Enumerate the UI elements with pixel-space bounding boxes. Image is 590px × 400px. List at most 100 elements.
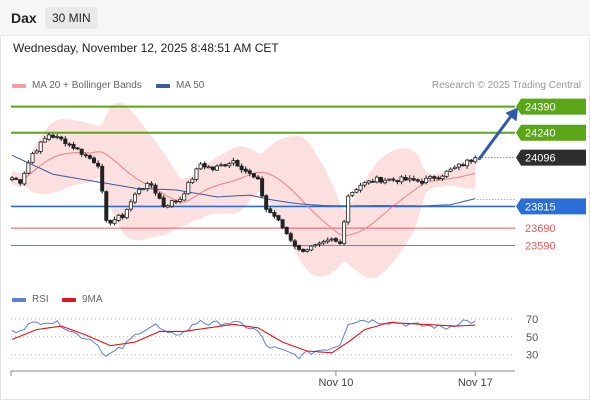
price-tag-background: [516, 198, 586, 215]
candle-body: [469, 159, 474, 162]
candle: [473, 155, 478, 164]
x-axis-label: Nov 10: [318, 377, 353, 389]
candle-body: [448, 168, 453, 172]
candle-body: [329, 238, 334, 241]
candle-body: [452, 166, 457, 169]
candle-body: [42, 138, 47, 143]
candle: [395, 179, 400, 185]
price-tag-23590: 23590: [525, 240, 556, 252]
candle: [243, 166, 248, 174]
header-bar: Dax 30 MIN: [0, 0, 590, 36]
price-tag-label: 24390: [525, 102, 556, 114]
candle: [399, 175, 404, 185]
candle: [358, 182, 363, 193]
candle: [79, 148, 84, 157]
candle-body: [182, 193, 187, 201]
candle-body: [366, 180, 371, 184]
candle-body: [116, 214, 121, 221]
ma50-line: [11, 154, 476, 207]
candle-body: [190, 178, 195, 184]
candle: [440, 174, 445, 181]
candle-body: [370, 180, 375, 183]
candle-body: [14, 178, 19, 180]
candle: [432, 175, 437, 181]
candle: [370, 178, 375, 183]
candle-body: [100, 165, 105, 192]
candle-body: [231, 160, 236, 164]
candle-body: [55, 136, 60, 138]
candle: [92, 156, 97, 164]
candle: [272, 210, 277, 219]
candle-body: [92, 157, 97, 164]
candle: [223, 163, 228, 168]
candle-body: [75, 147, 80, 150]
candle-body: [120, 214, 125, 218]
candle-body: [34, 150, 39, 154]
candle-body: [194, 168, 199, 180]
candle: [391, 177, 396, 182]
candle: [157, 191, 162, 200]
candle-body: [374, 176, 379, 183]
candle: [251, 172, 256, 179]
candle: [231, 157, 236, 166]
candle: [124, 208, 129, 220]
candle-body: [251, 173, 256, 178]
candle: [424, 175, 429, 185]
candle: [132, 192, 137, 205]
candle-body: [415, 179, 420, 182]
candle-body: [206, 166, 211, 169]
rsi-swatch: [12, 297, 26, 302]
candle-body: [301, 248, 306, 252]
candle-body: [83, 154, 88, 157]
candle: [9, 176, 14, 182]
candle: [161, 194, 166, 208]
candle: [87, 154, 92, 160]
candle-body: [337, 241, 342, 244]
candle-body: [30, 153, 35, 163]
candle-body: [260, 178, 265, 197]
candle-body: [153, 184, 158, 194]
candle: [415, 178, 420, 183]
candle: [141, 187, 146, 191]
rsi-ma-swatch: [62, 297, 76, 302]
rsi-ma-line: [11, 321, 476, 354]
candle-body: [309, 245, 314, 251]
candle-body: [149, 183, 154, 186]
candle: [186, 180, 191, 195]
candle-body: [264, 195, 269, 210]
rsi-label: RSI: [32, 294, 49, 305]
price-tag-23815: 23815: [516, 198, 586, 215]
candles: [9, 132, 478, 253]
candle-body: [296, 245, 301, 250]
candle-body: [38, 141, 43, 152]
candle: [288, 231, 293, 243]
candle-body: [46, 134, 51, 140]
price-tag-background: [516, 149, 586, 166]
candle: [63, 136, 68, 147]
price-tag-24240: 24240: [516, 124, 586, 141]
candle: [284, 226, 289, 235]
candle-body: [26, 162, 31, 174]
interval-selector[interactable]: 30 MIN: [45, 7, 98, 29]
price-tag-23690: 23690: [525, 223, 556, 235]
candle: [292, 238, 297, 250]
candle: [26, 160, 31, 175]
candle: [366, 179, 371, 185]
candle-body: [79, 148, 84, 155]
candle-body: [292, 240, 297, 247]
candle-body: [395, 180, 400, 183]
candle: [178, 196, 183, 204]
candle-body: [305, 249, 310, 252]
candle: [38, 140, 43, 154]
candle: [374, 175, 379, 184]
candle: [342, 219, 347, 246]
candle-body: [419, 180, 424, 184]
candle: [350, 191, 355, 198]
price-tag-label: 23815: [525, 201, 556, 213]
candle-body: [198, 163, 203, 170]
candle: [206, 164, 211, 169]
x-axis-label: Nov 17: [458, 377, 493, 389]
candle: [59, 135, 64, 142]
candle: [239, 163, 244, 173]
candle: [255, 174, 260, 180]
